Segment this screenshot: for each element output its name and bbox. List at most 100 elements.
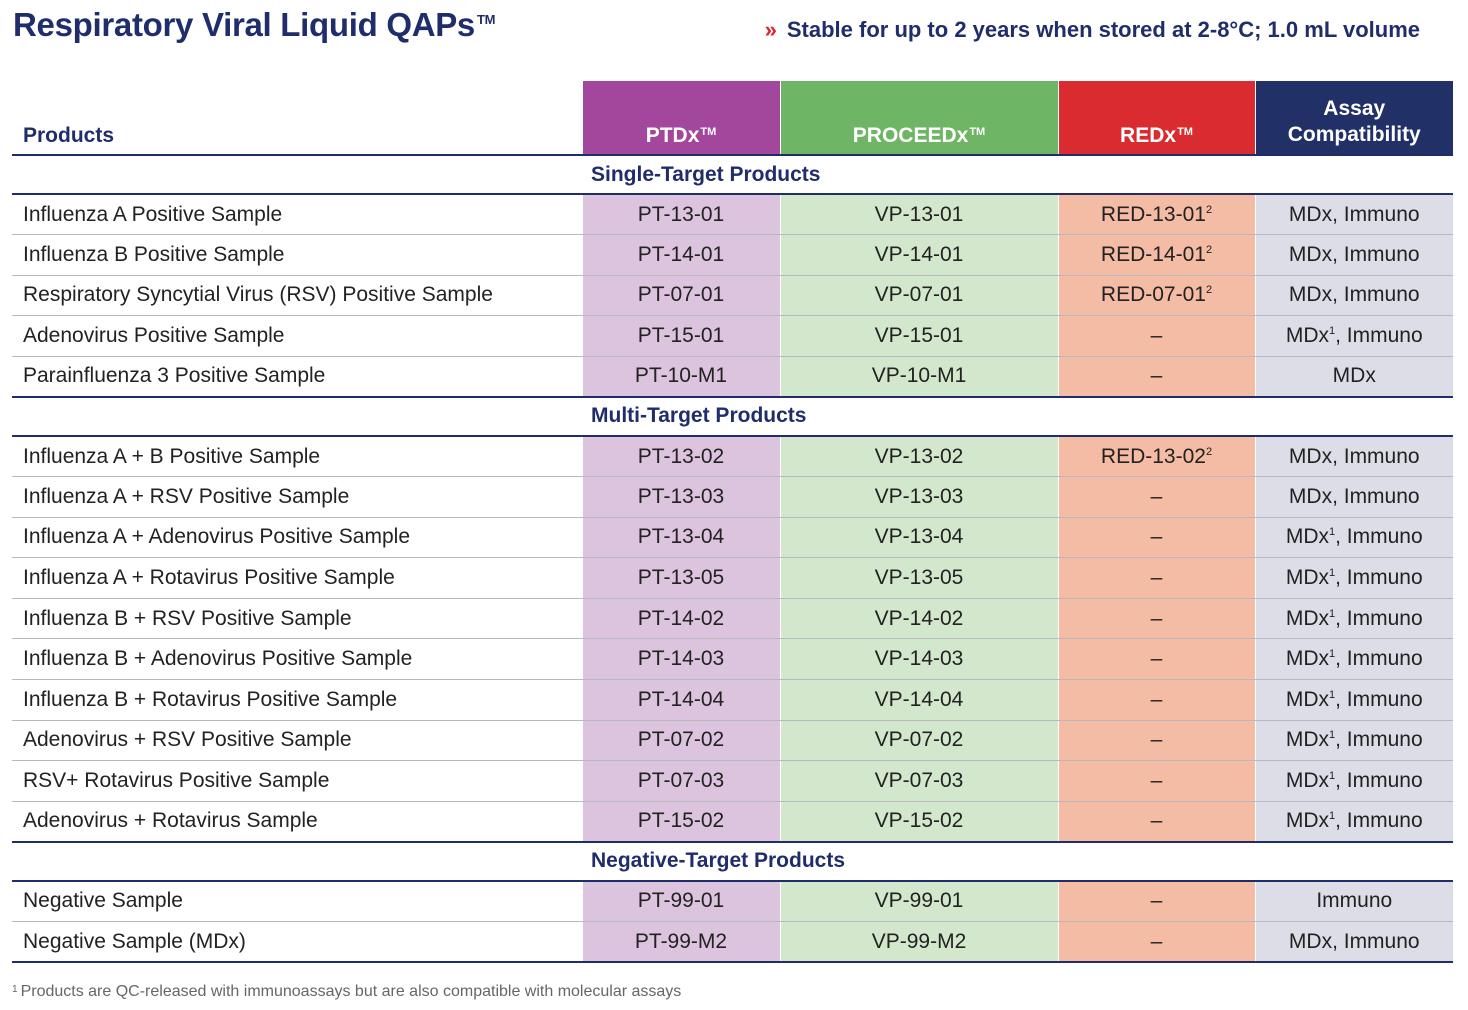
product-table: Products PTDxTM PROCEEDxTM REDxTM Assay C… xyxy=(12,81,1453,964)
product-name: Influenza B + RSV Positive Sample xyxy=(12,598,582,640)
ptdx-code: PT-15-01 xyxy=(581,315,780,357)
assay-compatibility: MDx1, Immuno xyxy=(1254,720,1453,762)
assay-compatibility: MDx, Immuno xyxy=(1254,275,1453,317)
table-row: Respiratory Syncytial Virus (RSV) Positi… xyxy=(12,275,1453,317)
ptdx-code: PT-14-02 xyxy=(581,598,780,640)
ptdx-code: PT-13-03 xyxy=(581,476,780,518)
redx-code: – xyxy=(1057,517,1255,559)
section-title: Multi-Target Products xyxy=(12,395,1453,437)
redx-code: – xyxy=(1057,356,1255,398)
redx-code: RED-13-012 xyxy=(1057,194,1255,236)
assay-compatibility: MDx, Immuno xyxy=(1254,234,1453,276)
redx-code: – xyxy=(1057,638,1255,681)
assay-compatibility: MDx, Immuno xyxy=(1254,476,1453,518)
product-name: Influenza A + Rotavirus Positive Sample xyxy=(12,557,582,599)
product-name: Adenovirus + RSV Positive Sample xyxy=(12,720,582,762)
redx-code: – xyxy=(1057,760,1255,802)
storage-note: » Stable for up to 2 years when stored at… xyxy=(765,17,1420,43)
ptdx-code: PT-99-01 xyxy=(581,880,780,922)
section-header-row: Single-Target Products xyxy=(12,154,1453,195)
assay-compatibility: MDx, Immuno xyxy=(1254,921,1453,964)
proceedx-code: VP-99-M2 xyxy=(779,921,1058,964)
product-name: Influenza B + Adenovirus Positive Sample xyxy=(12,638,582,681)
proceedx-code: VP-07-03 xyxy=(779,760,1058,802)
table-row: Adenovirus + RSV Positive Sample PT-07-02… xyxy=(12,720,1453,762)
ptdx-code: PT-13-01 xyxy=(581,194,780,236)
product-name: Parainfluenza 3 Positive Sample xyxy=(12,356,582,398)
assay-compatibility: MDx1, Immuno xyxy=(1254,760,1453,802)
proceedx-code: VP-14-01 xyxy=(779,234,1058,276)
redx-code: – xyxy=(1057,880,1255,922)
proceedx-code: VP-13-04 xyxy=(779,517,1058,559)
product-name: Influenza A Positive Sample xyxy=(12,194,582,236)
redx-code: RED-13-022 xyxy=(1057,435,1255,478)
product-name: RSV+ Rotavirus Positive Sample xyxy=(12,760,582,802)
product-name: Respiratory Syncytial Virus (RSV) Positi… xyxy=(12,275,582,317)
assay-compatibility: MDx xyxy=(1254,356,1453,398)
table-row: Parainfluenza 3 Positive Sample PT-10-M1 V… xyxy=(12,356,1453,398)
proceedx-code: VP-13-02 xyxy=(779,435,1058,478)
header-redx: REDxTM xyxy=(1057,81,1255,155)
table-row: Influenza B + RSV Positive Sample PT-14-0… xyxy=(12,598,1453,640)
ptdx-code: PT-15-02 xyxy=(581,801,780,843)
assay-compatibility: MDx1, Immuno xyxy=(1254,801,1453,843)
trademark-mark: TM xyxy=(477,12,496,27)
redx-code: – xyxy=(1057,557,1255,599)
assay-compatibility: MDx1, Immuno xyxy=(1254,679,1453,721)
ptdx-code: PT-14-04 xyxy=(581,679,780,721)
product-name: Influenza B + Rotavirus Positive Sample xyxy=(12,679,582,721)
table-row: Influenza A + Adenovirus Positive Sample… xyxy=(12,517,1453,559)
ptdx-code: PT-13-04 xyxy=(581,517,780,559)
redx-code: – xyxy=(1057,598,1255,640)
proceedx-code: VP-13-03 xyxy=(779,476,1058,518)
redx-code: – xyxy=(1057,720,1255,762)
proceedx-code: VP-15-02 xyxy=(779,801,1058,843)
ptdx-code: PT-07-02 xyxy=(581,720,780,762)
proceedx-code: VP-07-01 xyxy=(779,275,1058,317)
header-products: Products xyxy=(12,81,582,156)
proceedx-code: VP-10-M1 xyxy=(779,356,1058,398)
proceedx-code: VP-14-04 xyxy=(779,679,1058,721)
proceedx-code: VP-14-02 xyxy=(779,598,1058,640)
table-row: Influenza B + Adenovirus Positive Sample… xyxy=(12,638,1453,681)
product-name: Adenovirus Positive Sample xyxy=(12,315,582,357)
product-name: Influenza A + Adenovirus Positive Sample xyxy=(12,517,582,559)
ptdx-code: PT-10-M1 xyxy=(581,356,780,398)
ptdx-code: PT-07-03 xyxy=(581,760,780,802)
proceedx-code: VP-15-01 xyxy=(779,315,1058,357)
table-row: RSV+ Rotavirus Positive Sample PT-07-03 VP… xyxy=(12,760,1453,802)
ptdx-code: PT-07-01 xyxy=(581,275,780,317)
assay-compatibility: MDx1, Immuno xyxy=(1254,557,1453,599)
proceedx-code: VP-13-01 xyxy=(779,194,1058,236)
ptdx-code: PT-13-05 xyxy=(581,557,780,599)
ptdx-code: PT-99-M2 xyxy=(581,921,780,964)
table-row: Influenza A Positive Sample PT-13-01 VP-13… xyxy=(12,194,1453,236)
ptdx-code: PT-14-03 xyxy=(581,638,780,681)
section-header-row: Multi-Target Products xyxy=(12,395,1453,437)
assay-compatibility: MDx1, Immuno xyxy=(1254,638,1453,681)
redx-code: – xyxy=(1057,315,1255,357)
chevron-right-icon: » xyxy=(764,17,777,42)
assay-compatibility: MDx1, Immuno xyxy=(1254,598,1453,640)
product-name: Adenovirus + Rotavirus Sample xyxy=(12,801,582,843)
table-body: Single-Target Products Influenza A Positi… xyxy=(12,154,1453,964)
header-proceedx: PROCEEDxTM xyxy=(779,81,1058,155)
storage-note-text: Stable for up to 2 years when stored at … xyxy=(786,17,1420,42)
ptdx-code: PT-14-01 xyxy=(581,234,780,276)
table-row: Influenza A + RSV Positive Sample PT-13-0… xyxy=(12,476,1453,518)
product-name: Influenza B Positive Sample xyxy=(12,234,582,276)
section-header-row: Negative-Target Products xyxy=(12,840,1453,882)
ptdx-code: PT-13-02 xyxy=(581,435,780,478)
assay-compatibility: Immuno xyxy=(1254,880,1453,922)
section-title: Single-Target Products xyxy=(12,154,1453,195)
proceedx-code: VP-13-05 xyxy=(779,557,1058,599)
page-title: Respiratory Viral Liquid QAPs TM xyxy=(13,6,496,43)
product-name: Negative Sample xyxy=(12,880,582,922)
assay-compatibility: MDx, Immuno xyxy=(1254,435,1453,478)
redx-code: – xyxy=(1057,921,1255,964)
table-row: Influenza A + B Positive Sample PT-13-02 V… xyxy=(12,435,1453,478)
proceedx-code: VP-07-02 xyxy=(779,720,1058,762)
table-row: Influenza B Positive Sample PT-14-01 VP-14… xyxy=(12,234,1453,276)
footnote: 1 Products are QC-released with immunoass… xyxy=(12,983,682,1000)
product-name: Influenza A + B Positive Sample xyxy=(12,435,582,478)
